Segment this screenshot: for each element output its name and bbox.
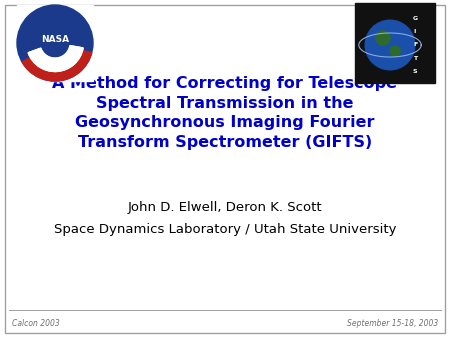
Text: A Method for Correcting for Telescope
Spectral Transmission in the
Geosynchronou: A Method for Correcting for Telescope Sp… — [53, 76, 397, 150]
Text: S: S — [413, 69, 417, 74]
Text: NASA: NASA — [41, 35, 69, 45]
Text: I: I — [414, 29, 416, 34]
Wedge shape — [28, 46, 83, 72]
Text: Calcon 2003: Calcon 2003 — [12, 318, 60, 328]
Bar — [17, 5, 93, 81]
Circle shape — [17, 5, 93, 81]
Text: John D. Elwell, Deron K. Scott: John D. Elwell, Deron K. Scott — [128, 201, 322, 215]
Text: Space Dynamics Laboratory / Utah State University: Space Dynamics Laboratory / Utah State U… — [54, 223, 396, 237]
Text: G: G — [413, 16, 418, 21]
Wedge shape — [28, 46, 83, 72]
Wedge shape — [22, 48, 92, 81]
Circle shape — [376, 31, 390, 45]
Text: September 15-18, 2003: September 15-18, 2003 — [347, 318, 438, 328]
Text: F: F — [413, 43, 417, 48]
Circle shape — [365, 20, 415, 70]
Circle shape — [390, 46, 400, 56]
Text: T: T — [413, 56, 417, 61]
Bar — [355, 3, 435, 83]
